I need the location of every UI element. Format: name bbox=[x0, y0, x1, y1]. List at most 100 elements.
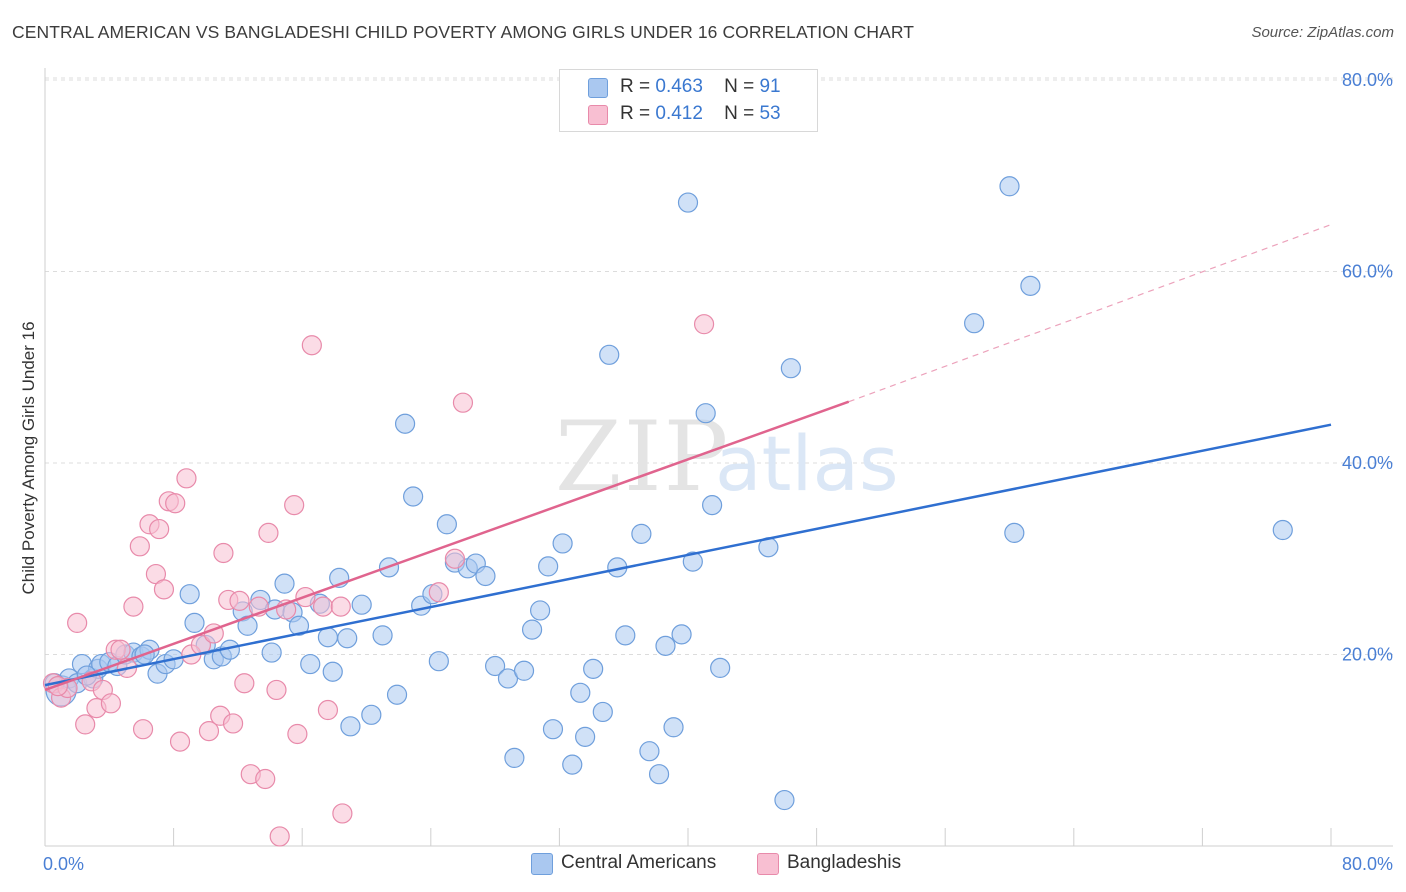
x-tick-label: 80.0% bbox=[1342, 854, 1393, 874]
bangladeshis-point bbox=[287, 723, 308, 745]
bangladeshis-point bbox=[301, 335, 322, 356]
central-americans-point bbox=[1004, 522, 1025, 543]
bangladeshis-point bbox=[312, 596, 334, 617]
tick-labels: 20.0% 40.0% 60.0% 80.0% 0.0% 80.0% bbox=[43, 70, 1393, 874]
central-americans-point bbox=[964, 313, 985, 334]
bangladeshis-point bbox=[149, 518, 170, 540]
central-americans-point bbox=[648, 764, 670, 785]
bangladeshis-point bbox=[428, 582, 449, 603]
bangladeshis-point bbox=[176, 468, 197, 489]
legend-n-label: N = bbox=[724, 103, 755, 124]
central-americans-point bbox=[695, 403, 716, 424]
bangladeshis-point bbox=[234, 673, 255, 694]
legend-r-label: R = bbox=[620, 103, 651, 124]
central-americans-point bbox=[394, 413, 416, 434]
central-americans-point bbox=[403, 486, 424, 507]
bangladeshis-point bbox=[67, 612, 88, 634]
legend-n-value: 53 bbox=[759, 103, 781, 124]
central-americans-point bbox=[562, 754, 583, 775]
central-americans-point bbox=[179, 584, 200, 605]
central-americans-point bbox=[999, 176, 1020, 197]
legend-box: R = 0.463 N = 91 R = 0.412 N = 53 bbox=[559, 69, 818, 132]
legend-n-label: N = bbox=[724, 76, 755, 97]
central-americans-point bbox=[436, 514, 457, 535]
legend-r-label: R = bbox=[620, 76, 651, 97]
central-americans-point bbox=[538, 556, 559, 577]
bangladeshis-point bbox=[444, 548, 466, 569]
central-americans-point bbox=[552, 533, 573, 554]
bangladeshis-point bbox=[75, 714, 96, 735]
bangladeshis-point bbox=[213, 542, 234, 564]
legend-r-value: 0.412 bbox=[655, 103, 703, 124]
central-americans-point bbox=[774, 789, 795, 811]
bottom-legend-swatch-pink bbox=[757, 853, 779, 875]
central-americans-point bbox=[261, 642, 282, 663]
bottom-legend-label: Central Americans bbox=[561, 852, 717, 873]
bangladeshis-point bbox=[452, 392, 474, 413]
bottom-legend-label: Bangladeshis bbox=[787, 852, 902, 873]
central-americans-point bbox=[1272, 519, 1293, 541]
central-americans-trend-line bbox=[44, 423, 1332, 687]
central-americans-point bbox=[337, 628, 358, 649]
bangladeshis-point bbox=[222, 713, 244, 734]
central-americans-point bbox=[372, 625, 393, 646]
y-tick-label: 80.0% bbox=[1342, 70, 1393, 90]
central-americans-point bbox=[485, 655, 506, 677]
bangladeshis-point bbox=[266, 679, 287, 701]
central-americans-point bbox=[340, 716, 361, 737]
central-americans-point bbox=[575, 726, 596, 747]
legend-r-value: 0.463 bbox=[655, 76, 703, 97]
y-tick-label: 60.0% bbox=[1342, 262, 1393, 282]
central-americans-point bbox=[639, 741, 660, 762]
bangladeshis-point bbox=[110, 639, 131, 660]
central-americans-point bbox=[322, 661, 343, 682]
grid-lines bbox=[45, 77, 1393, 655]
y-axis-label: Child Poverty Among Girls Under 16 bbox=[19, 321, 38, 594]
axes bbox=[44, 68, 1393, 847]
bangladeshis-point bbox=[255, 768, 276, 790]
central-americans-point bbox=[599, 344, 620, 365]
bangladeshis-point bbox=[100, 693, 122, 714]
central-americans-point bbox=[475, 565, 496, 587]
bangladeshis-point bbox=[330, 596, 351, 617]
central-americans-point bbox=[504, 747, 525, 769]
bangladeshis-point bbox=[269, 826, 290, 847]
bangladeshis-point bbox=[317, 699, 339, 721]
central-americans-point bbox=[615, 625, 636, 646]
central-americans-point bbox=[530, 600, 551, 621]
central-americans-point bbox=[361, 704, 382, 725]
trend-lines bbox=[44, 224, 1332, 692]
central-americans-point bbox=[663, 717, 684, 738]
central-americans-point bbox=[274, 573, 295, 594]
central-americans-point bbox=[570, 682, 591, 703]
zipatlas-watermark: ZIP atlas bbox=[555, 401, 899, 513]
central-americans-point bbox=[671, 624, 692, 645]
legend-swatch-pink bbox=[588, 105, 608, 125]
central-americans-point bbox=[542, 719, 564, 740]
central-americans-point bbox=[521, 619, 543, 640]
central-americans-point bbox=[710, 657, 731, 679]
bangladeshis-point bbox=[258, 522, 279, 543]
bangladeshis-point bbox=[169, 731, 191, 752]
legend-swatch-blue bbox=[588, 78, 608, 98]
svg-text:atlas: atlas bbox=[715, 419, 899, 508]
legend-n-value: 91 bbox=[759, 76, 781, 97]
bangladeshis-point bbox=[198, 720, 220, 742]
chart-title: CENTRAL AMERICAN VS BANGLADESHI CHILD PO… bbox=[12, 22, 915, 42]
central-americans-point bbox=[631, 523, 652, 544]
central-americans-point bbox=[655, 635, 676, 656]
x-tick-label: 0.0% bbox=[43, 854, 84, 874]
central-americans-point bbox=[513, 660, 535, 681]
central-americans-point bbox=[780, 358, 801, 379]
central-americans-point bbox=[317, 627, 339, 648]
central-americans-point bbox=[702, 495, 723, 516]
source-label: Source: ZipAtlas.com bbox=[1251, 24, 1394, 41]
bottom-legend-swatch-blue bbox=[531, 853, 553, 875]
bangladeshis-point bbox=[129, 536, 150, 557]
bangladeshis-point bbox=[229, 590, 250, 611]
bangladeshis-points bbox=[42, 314, 715, 847]
bangladeshis-point bbox=[123, 596, 144, 617]
bangladeshis-trend-extension bbox=[848, 224, 1332, 403]
central-americans-point bbox=[184, 612, 205, 634]
